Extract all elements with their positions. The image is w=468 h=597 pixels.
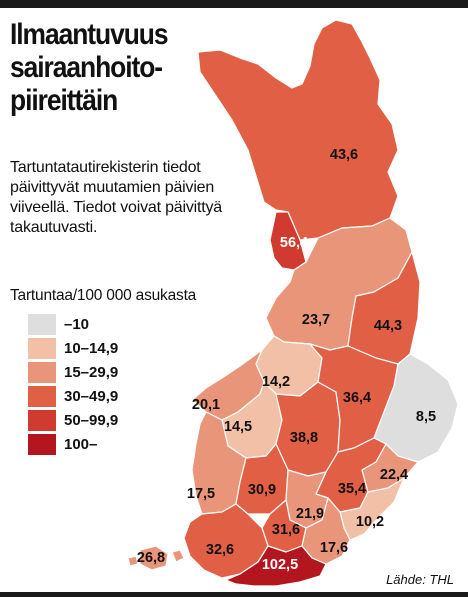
legend-item-2: 10–14,9: [28, 337, 118, 360]
label-ahvenanmaa: 26,8: [137, 550, 165, 566]
source-note: Lähde: THL: [386, 572, 454, 587]
label-lansi-pohja: 56,4: [280, 235, 308, 251]
region-kainuu: [347, 251, 421, 365]
legend-item-4: 30–49,9: [28, 385, 118, 408]
legend-item-3: 15–29,9: [28, 361, 118, 384]
label-vaasa: 20,1: [192, 397, 220, 413]
region-pohjois-karjala: [373, 353, 459, 463]
legend-swatch: [28, 337, 56, 359]
label-pohjois-karjala: 8,5: [416, 409, 436, 425]
legend-label: 30–49,9: [64, 387, 119, 405]
legend-label: 50–99,9: [64, 411, 119, 429]
label-keski-suomi: 38,8: [290, 430, 318, 446]
legend-item-5: 50–99,9: [28, 409, 118, 432]
legend-swatch: [28, 409, 56, 431]
label-hus: 102,5: [262, 557, 298, 573]
legend: –10 10–14,9 15–29,9 30–49,9 50–99,9 100–: [28, 313, 118, 457]
island-shape: [127, 555, 139, 567]
label-kainuu: 44,3: [374, 318, 402, 334]
label-keski-pohjanmaa: 14,2: [262, 374, 290, 390]
region-lansi-pohja: [269, 211, 307, 271]
label-kymenlaakso: 17,6: [320, 540, 348, 556]
label-paijat-hame: 21,9: [296, 506, 324, 522]
legend-item-1: –10: [28, 313, 118, 336]
legend-title: Tartuntaa/100 000 asukasta: [10, 287, 197, 304]
label-etela-pohjanmaa: 14,5: [224, 419, 252, 435]
label-kanta-hame: 31,6: [272, 522, 300, 538]
legend-item-6: 100–: [28, 433, 118, 456]
label-etela-savo: 35,4: [338, 481, 366, 497]
legend-label: –10: [64, 315, 90, 333]
region-keski-suomi: [275, 381, 341, 477]
island-shape: [171, 549, 185, 563]
island-shape: [139, 545, 169, 571]
legend-swatch: [28, 313, 56, 335]
intro-text: Tartuntatautirekisterin tiedot päivittyv…: [10, 159, 222, 236]
label-pirkanmaa: 30,9: [248, 482, 276, 498]
legend-label: 100–: [64, 435, 98, 453]
region-ahvenanmaa: [127, 545, 185, 571]
bottom-rule: [0, 592, 468, 597]
region-lappi: [197, 19, 399, 241]
legend-swatch: [28, 385, 56, 407]
legend-swatch: [28, 361, 56, 383]
label-pohjois-savo: 36,4: [343, 390, 371, 406]
label-satakunta: 17,5: [187, 486, 215, 502]
region-hus: [225, 545, 327, 587]
label-pohjois-pohjanmaa: 23,7: [302, 312, 330, 328]
legend-swatch: [28, 433, 56, 455]
legend-label: 15–29,9: [64, 363, 119, 381]
label-etela-karjala: 10,2: [356, 514, 384, 530]
page-title: Ilmaantuvuus sairaanhoito­piireittäin: [10, 18, 169, 117]
label-ita-savo: 22,4: [380, 467, 408, 483]
top-rule: [0, 0, 468, 8]
label-varsinais-suomi: 32,6: [206, 542, 234, 558]
legend-label: 10–14,9: [64, 339, 119, 357]
label-lappi: 43,6: [330, 147, 358, 163]
